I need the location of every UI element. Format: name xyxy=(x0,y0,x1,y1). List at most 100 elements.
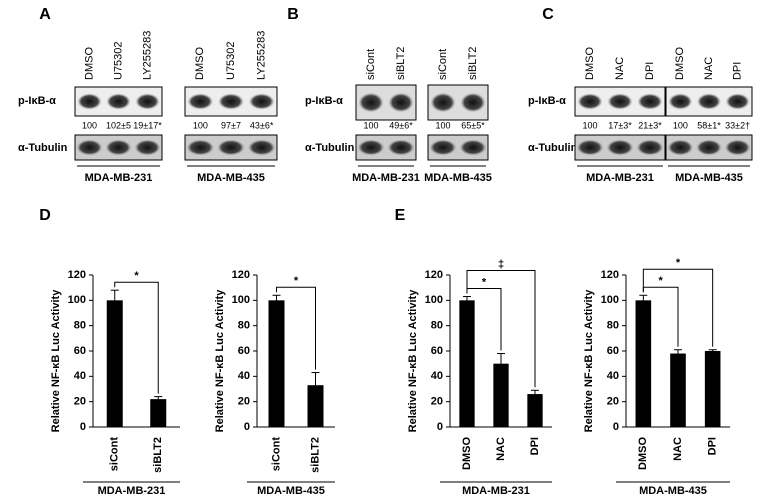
lane-label: siCont xyxy=(365,49,377,80)
row-label: α-Tubulin xyxy=(528,142,578,154)
band xyxy=(218,93,244,110)
quant-label: 65±5* xyxy=(461,120,485,130)
y-tick-label: 20 xyxy=(238,396,250,408)
significance-label: ‡ xyxy=(498,258,504,270)
band xyxy=(187,93,214,110)
y-tick-label: 80 xyxy=(74,320,86,332)
x-tick-label: siCont xyxy=(109,437,121,472)
band xyxy=(637,93,663,110)
significance-label: * xyxy=(676,257,681,269)
x-tick-label: siBLT2 xyxy=(309,437,321,473)
band xyxy=(76,139,103,156)
lane-label: U75302 xyxy=(225,41,237,80)
significance-bracket xyxy=(642,268,714,347)
bar xyxy=(150,399,167,427)
quant-label: 33±2† xyxy=(725,120,750,130)
x-axis-label: MDA-MB-231 xyxy=(462,485,530,497)
lane-label: NAC xyxy=(703,57,715,80)
bar xyxy=(307,385,324,427)
y-tick-label: 60 xyxy=(74,345,86,357)
panel-letter: E xyxy=(395,207,406,224)
band xyxy=(387,139,415,156)
quant-label: 100 xyxy=(193,120,208,130)
band xyxy=(696,139,722,156)
lane-label: NAC xyxy=(614,57,626,80)
cell-label: MDA-MB-435 xyxy=(675,172,743,184)
bar xyxy=(106,300,123,427)
row-label: p-IκB-α xyxy=(305,95,343,107)
y-tick-label: 40 xyxy=(74,370,86,382)
band xyxy=(388,92,414,113)
band xyxy=(636,139,664,156)
y-tick-label: 100 xyxy=(68,294,86,306)
band xyxy=(607,93,633,110)
band xyxy=(576,139,604,156)
x-tick-label: DPI xyxy=(529,437,541,455)
y-tick-label: 0 xyxy=(613,421,619,433)
bar xyxy=(527,394,543,427)
y-tick-label: 40 xyxy=(238,370,250,382)
error-bar xyxy=(272,294,281,306)
y-tick-label: 40 xyxy=(431,370,443,382)
quant-label: 100 xyxy=(582,120,597,130)
y-tick-label: 0 xyxy=(80,421,86,433)
bar xyxy=(704,351,721,427)
quant-label: 17±3* xyxy=(608,120,632,130)
error-bar xyxy=(110,289,119,311)
bar xyxy=(268,300,285,427)
lane-label: LY255283 xyxy=(141,31,153,80)
row-label: p-IκB-α xyxy=(528,95,566,107)
y-tick-label: 80 xyxy=(607,320,619,332)
row-label: α-Tubulin xyxy=(305,142,355,154)
panel-letter: C xyxy=(542,6,554,23)
y-axis-label: Relative NF-κB Luc Activity xyxy=(583,289,595,433)
panel-letter: B xyxy=(287,6,299,23)
lane-label: DMSO xyxy=(584,47,596,80)
y-tick-label: 0 xyxy=(244,421,250,433)
x-tick-label: NAC xyxy=(672,437,684,461)
y-tick-label: 20 xyxy=(74,396,86,408)
band xyxy=(357,139,385,156)
quant-label: 100 xyxy=(363,120,378,130)
significance-label: * xyxy=(659,275,664,287)
quant-label: 58±1* xyxy=(697,120,721,130)
error-bar xyxy=(154,396,163,402)
quant-label: 19±17* xyxy=(133,120,162,130)
panel-letter: A xyxy=(39,6,51,23)
cell-label: MDA-MB-231 xyxy=(352,172,420,184)
y-tick-label: 120 xyxy=(601,269,619,281)
significance-label: * xyxy=(134,270,139,282)
lane-label: DMSO xyxy=(83,47,95,80)
y-axis-label: Relative NF-κB Luc Activity xyxy=(407,289,419,433)
x-tick-label: siBLT2 xyxy=(152,437,164,473)
band xyxy=(358,92,384,113)
significance-label: * xyxy=(482,276,487,288)
lane-label: DPI xyxy=(732,62,744,80)
significance-bracket xyxy=(466,270,536,388)
error-bar xyxy=(311,372,320,398)
y-tick-label: 120 xyxy=(68,269,86,281)
y-tick-label: 120 xyxy=(232,269,250,281)
y-tick-label: 120 xyxy=(425,269,443,281)
y-tick-label: 80 xyxy=(431,320,443,332)
panel-letter: D xyxy=(39,207,51,224)
quant-label: 102±5 xyxy=(106,120,131,130)
band xyxy=(724,139,751,156)
y-tick-label: 0 xyxy=(437,421,443,433)
lane-label: LY255283 xyxy=(256,31,268,80)
bar xyxy=(459,300,475,427)
y-tick-label: 100 xyxy=(425,294,443,306)
band xyxy=(430,92,456,113)
quant-label: 97±7 xyxy=(221,120,241,130)
y-axis-label: Relative NF-κB Luc Activity xyxy=(214,289,226,433)
x-tick-label: DPI xyxy=(707,437,719,455)
lane-label: siCont xyxy=(437,49,449,80)
x-tick-label: siCont xyxy=(270,437,282,472)
band xyxy=(606,139,634,156)
y-tick-label: 100 xyxy=(232,294,250,306)
band xyxy=(667,139,694,156)
quant-label: 100 xyxy=(82,120,97,130)
x-axis-label: MDA-MB-435 xyxy=(257,485,325,497)
lane-label: DMSO xyxy=(674,47,686,80)
band xyxy=(186,139,215,156)
